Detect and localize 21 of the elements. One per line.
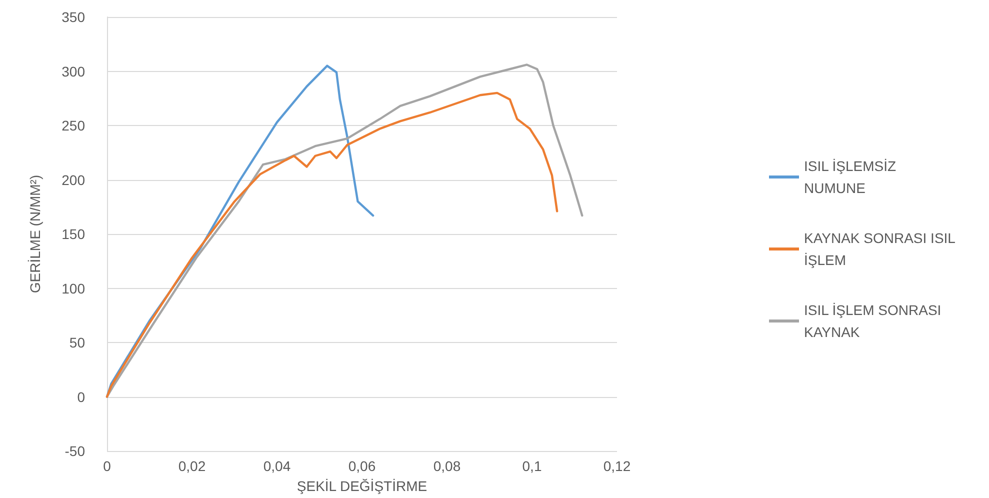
legend-label: KAYNAK SONRASI ISIL İŞLEM (804, 230, 959, 268)
y-tick-label: 100 (62, 280, 86, 296)
y-tick-label: 350 (62, 9, 86, 25)
x-tick-label: 0 (103, 458, 112, 474)
y-tick-label: -50 (64, 443, 86, 459)
x-tick-label: 0,06 (348, 458, 376, 474)
legend-label: ISIL İŞLEMSİZ NUMUNE (804, 158, 900, 196)
legend-label: ISIL İŞLEM SONRASI KAYNAK (804, 302, 946, 340)
y-tick-label: 150 (62, 226, 86, 242)
x-tick-label: 0,04 (263, 458, 291, 474)
x-tick-label: 0,02 (178, 458, 206, 474)
x-tick-label: 0,12 (603, 458, 631, 474)
y-tick-label: 200 (62, 172, 86, 188)
y-tick-label: 0 (77, 388, 86, 405)
x-tick-label: 0,08 (433, 458, 461, 474)
y-axis-title: GERİLME (N/MM²) (27, 174, 43, 294)
y-tick-label: 300 (62, 63, 86, 80)
x-axis-title: ŞEKİL DEĞİŞTİRME (296, 478, 428, 494)
y-tick-label: 50 (69, 334, 86, 350)
x-tick-label: 0,1 (522, 458, 542, 474)
y-tick-label: 250 (62, 118, 86, 134)
